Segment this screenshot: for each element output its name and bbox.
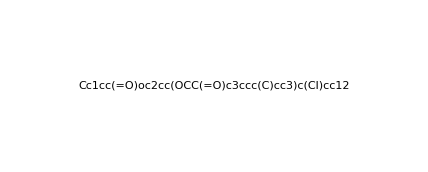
Text: Cc1cc(=O)oc2cc(OCC(=O)c3ccc(C)cc3)c(Cl)cc12: Cc1cc(=O)oc2cc(OCC(=O)c3ccc(C)cc3)c(Cl)c… — [78, 81, 350, 91]
